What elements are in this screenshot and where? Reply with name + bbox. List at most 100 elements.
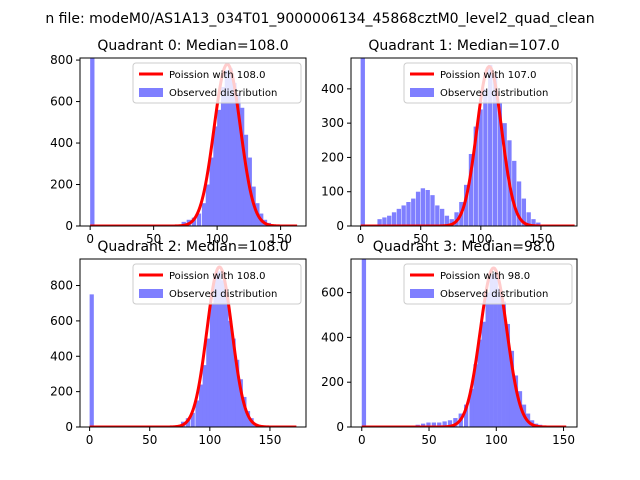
- histogram-bar: [531, 219, 536, 226]
- y-tick-label: 100: [321, 185, 344, 199]
- histogram-bar: [493, 272, 498, 427]
- panel-quadrant-2: 0 50 100 150 0 200 400 600 800 Quadrant 2: Median…: [50, 239, 307, 447]
- y-tick-label: 400: [50, 349, 73, 363]
- legend-hist-label: Observed distribution: [169, 289, 277, 300]
- legend-fit-label: Poission with 108.0: [169, 70, 265, 81]
- x-tick-label: 50: [142, 433, 157, 447]
- axes-frame: [350, 57, 578, 227]
- legend-box: [403, 263, 573, 305]
- y-tick-label: 200: [321, 375, 344, 389]
- x-tick-label: 150: [258, 433, 281, 447]
- histogram-bar: [242, 396, 247, 427]
- legend-fit-label: Poission with 108.0: [169, 271, 265, 282]
- legend-hist-swatch: [139, 289, 163, 298]
- histogram-bar: [489, 274, 494, 427]
- x-tick-label: 100: [198, 433, 221, 447]
- histogram-bar: [483, 88, 488, 226]
- histogram-bar: [497, 288, 502, 427]
- histogram-bar: [501, 301, 506, 427]
- histogram-bar: [191, 217, 197, 226]
- legend-hist-swatch: [139, 88, 163, 97]
- histogram-bar: [206, 338, 211, 427]
- histogram-bar: [224, 292, 229, 427]
- axes-frame: [79, 57, 307, 227]
- plot-area: [89, 58, 298, 226]
- histogram-bar: [377, 219, 382, 226]
- histogram-bar: [492, 75, 498, 226]
- histogram-bar: [437, 422, 442, 427]
- legend-hist-label: Observed distribution: [169, 88, 277, 99]
- poisson-fit-line: [89, 62, 298, 226]
- histogram-bar: [502, 123, 507, 226]
- histogram-bar: [90, 58, 95, 226]
- histogram-bar: [209, 303, 215, 427]
- legend-hist-label: Observed distribution: [440, 289, 548, 300]
- panel-title: Quadrant 2: Median=108.0: [97, 239, 288, 255]
- histogram-bar: [464, 404, 469, 427]
- panel-title: Quadrant 3: Median=98.0: [373, 239, 555, 255]
- histogram-bar: [444, 215, 450, 226]
- histogram-bar: [217, 109, 222, 226]
- histogram-bar: [469, 388, 474, 427]
- panel-quadrant-3: 0 50 100 150 0 200 400 600 Quadrant 3: Median=98…: [321, 239, 578, 447]
- legend-hist-swatch: [410, 289, 434, 298]
- x-tick-label: 50: [146, 232, 161, 246]
- x-tick-label: 150: [269, 232, 292, 246]
- y-tick-label: 0: [65, 219, 73, 233]
- y-tick-label: 400: [321, 330, 344, 344]
- histogram-bar: [391, 212, 397, 226]
- y-tick-label: 200: [50, 385, 73, 399]
- histogram-bar: [464, 184, 469, 226]
- histogram-bar: [478, 109, 483, 226]
- histogram-bar: [227, 320, 233, 427]
- histogram-bar: [488, 64, 493, 226]
- histogram-bar: [439, 208, 445, 226]
- y-tick-label: 600: [50, 314, 73, 328]
- histogram-bar: [190, 412, 195, 427]
- panel-quadrant-1: 0 50 100 150 0 100 200 300 400 Quadrant 1: Median…: [321, 38, 578, 246]
- histogram-bar: [430, 195, 435, 226]
- legend-fit-label: Poission with 107.0: [440, 70, 536, 81]
- histogram-bar: [361, 259, 367, 427]
- histogram-bar: [202, 365, 207, 427]
- x-tick-label: 50: [421, 433, 436, 447]
- histogram-bar: [201, 203, 207, 226]
- histogram-bar: [526, 212, 531, 226]
- x-tick-label: 150: [529, 232, 552, 246]
- histogram-bar: [473, 126, 478, 226]
- histogram-bar: [401, 205, 406, 226]
- histogram-bar: [411, 198, 416, 226]
- histogram-bar: [382, 217, 387, 226]
- histogram-bar: [396, 208, 402, 226]
- histogram-bar: [406, 202, 411, 226]
- histogram-bar: [435, 205, 440, 226]
- histogram-bar: [195, 400, 200, 427]
- histogram-bar: [420, 423, 426, 427]
- histogram-bar: [521, 198, 527, 226]
- histogram-bar: [497, 102, 502, 226]
- legend-fit-label: Poission with 98.0: [440, 271, 530, 282]
- y-tick-label: 0: [336, 420, 344, 434]
- legend-box: [132, 263, 302, 305]
- histogram-bar: [425, 190, 430, 226]
- histogram-bar: [239, 107, 245, 226]
- histogram-bar: [485, 292, 490, 427]
- histogram-bar: [360, 58, 365, 226]
- histogram-bar: [442, 421, 447, 427]
- histogram-bar: [89, 294, 94, 427]
- histogram-bar: [224, 70, 230, 226]
- histogram-bar: [431, 422, 437, 427]
- axes-frame: [350, 258, 578, 428]
- histogram-bar: [449, 219, 454, 226]
- y-tick-label: 400: [50, 136, 73, 150]
- histogram-bar: [243, 134, 249, 226]
- histogram-bar: [228, 68, 233, 226]
- histogram-bar: [468, 154, 474, 226]
- panel-title: Quadrant 0: Median=108.0: [97, 38, 288, 54]
- histogram-bar: [238, 379, 243, 427]
- histogram-bar: [477, 339, 482, 427]
- histogram-bar: [209, 157, 214, 226]
- x-tick-label: 0: [357, 232, 365, 246]
- histogram-bar: [453, 418, 458, 427]
